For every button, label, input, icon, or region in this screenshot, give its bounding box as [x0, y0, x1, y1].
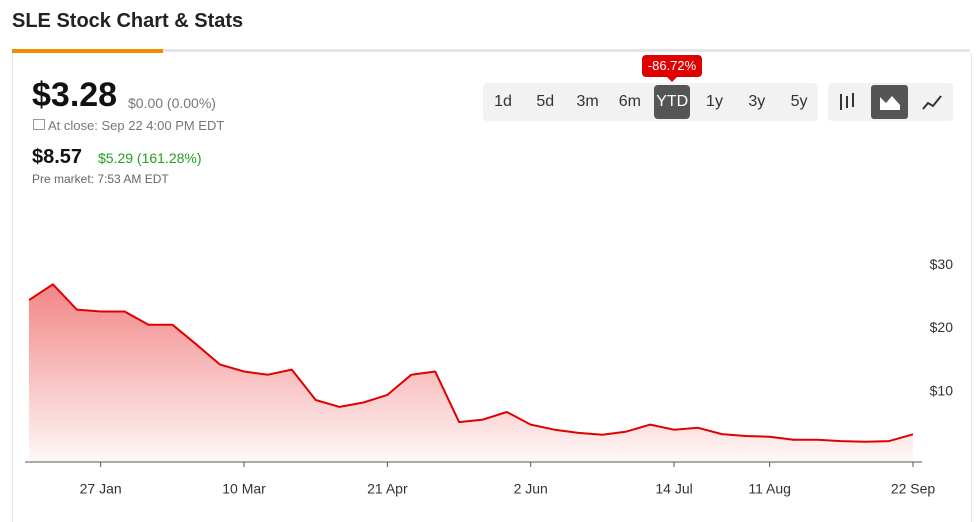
x-tick-label: 2 Jun [514, 481, 548, 497]
period-button[interactable]: 3y [748, 93, 766, 110]
line-icon [922, 95, 942, 110]
active-tab-bar [12, 49, 163, 53]
pre-price: $8.57 [32, 146, 83, 168]
close-time: At close: Sep 22 4:00 PM EDT [48, 118, 225, 133]
period-button[interactable]: 1d [494, 93, 512, 110]
period-change-badge: -86.72% [642, 55, 702, 77]
chart-type-bar[interactable] [828, 83, 953, 121]
x-tick-label: 27 Jan [80, 481, 122, 497]
price: $3.28 [32, 76, 118, 114]
period-button[interactable]: 1y [706, 93, 723, 110]
y-tick-label: $20 [930, 319, 954, 335]
period-bar [483, 83, 818, 121]
period-button[interactable]: YTD [654, 85, 691, 119]
divider [12, 49, 970, 52]
card [12, 53, 972, 522]
pre-time: Pre market: 7:53 AM EDT [32, 172, 169, 186]
x-tick-label: 11 Aug [748, 481, 791, 497]
pre-change: $5.29 (161.28%) [98, 150, 202, 166]
line [28, 283, 914, 443]
x-tick-label: 10 Mar [222, 481, 266, 497]
area-icon [880, 96, 900, 110]
x-tick-label: 22 Sep [891, 481, 936, 497]
period-button[interactable]: 5d [536, 93, 555, 110]
y-tick-label: $10 [930, 382, 954, 398]
x-tick-label: 14 Jul [655, 481, 692, 497]
period-button[interactable]: 5y [790, 93, 808, 110]
y-tick-label: $30 [930, 256, 954, 272]
x-tick-label: 21 Apr [367, 481, 408, 497]
title: SLE Stock Chart & Stats [12, 10, 244, 32]
period-button[interactable]: 3m [576, 93, 599, 110]
period-button[interactable]: 6m [618, 93, 641, 110]
badge-arrow [666, 76, 678, 82]
chart-type-icons [840, 85, 942, 119]
area [29, 284, 913, 462]
candle-icon [840, 93, 854, 110]
calendar-icon [33, 119, 45, 130]
price-change: $0.00 (0.00%) [128, 95, 216, 111]
